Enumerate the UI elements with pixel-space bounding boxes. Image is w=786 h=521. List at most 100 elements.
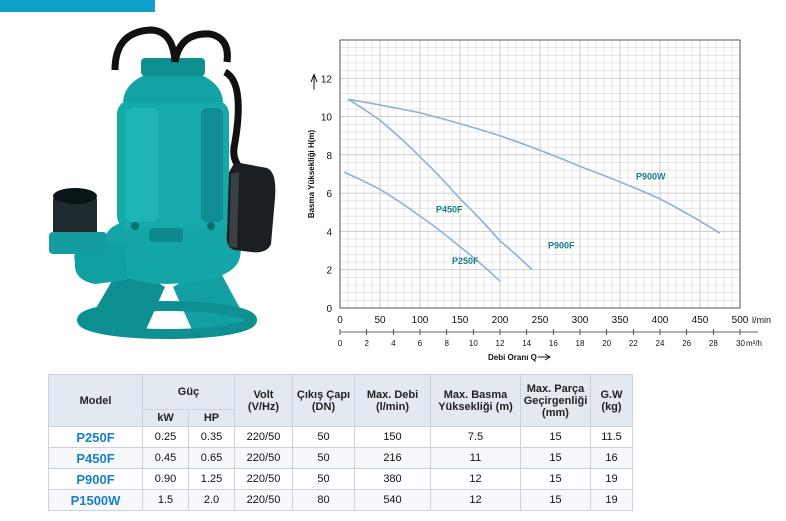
curve-label-p450f: P450F — [436, 204, 463, 214]
header-basma: Max. Basma Yüksekliği (m) — [430, 374, 521, 427]
x2-tick-label: 24 — [656, 339, 665, 348]
x2-tick-label: 0 — [338, 339, 343, 348]
x2-tick-label: 20 — [602, 339, 611, 348]
cell-dn: 80 — [292, 489, 355, 511]
header-hp: HP — [188, 409, 235, 427]
x-tick-label: 350 — [612, 315, 629, 326]
x2-tick-label: 4 — [391, 339, 396, 348]
pump-image — [49, 26, 276, 339]
header-guc: Güç — [142, 374, 235, 410]
cell-model: P900F — [48, 468, 143, 490]
header-cikis-line2: (DN) — [311, 400, 336, 413]
x-tick-label: 450 — [692, 315, 709, 326]
curve-label-p900f: P900F — [548, 241, 575, 251]
x2-tick-label: 14 — [522, 339, 531, 348]
cell-gw: 19 — [590, 489, 633, 511]
cell-model: P250F — [48, 426, 143, 448]
cell-debi: 380 — [354, 468, 431, 490]
header-parca-line2: Geçirgenliği — [523, 394, 588, 407]
cell-debi: 216 — [354, 447, 431, 469]
cell-volt: 220/50 — [234, 468, 293, 490]
y-tick-label: 10 — [321, 113, 333, 124]
x-tick-label: 100 — [412, 315, 429, 326]
cell-hp: 1.25 — [188, 468, 235, 490]
cell-volt: 220/50 — [234, 426, 293, 448]
cell-gw: 16 — [590, 447, 633, 469]
cell-model: P450F — [48, 447, 143, 469]
y-tick-label: 6 — [326, 189, 332, 200]
cell-kw: 0.90 — [142, 468, 189, 490]
header-volt: Volt (V/Hz) — [234, 374, 293, 427]
brand-bar — [0, 0, 155, 12]
x-axis-title: Debi Oranı Q — [488, 353, 537, 362]
header-parca-line3: (mm) — [542, 406, 569, 419]
header-basma-line2: Yüksekliği (m) — [438, 400, 513, 413]
cell-dn: 50 — [292, 426, 355, 448]
y-tick-label: 0 — [326, 304, 332, 315]
x-tick-label: 50 — [374, 315, 386, 326]
header-volt-line1: Volt — [253, 388, 274, 401]
header-kw: kW — [142, 409, 189, 427]
cell-gw: 19 — [590, 468, 633, 490]
cell-hp: 2.0 — [188, 489, 235, 511]
cell-parca: 15 — [520, 447, 591, 469]
x2-tick-label: 18 — [576, 339, 585, 348]
table-row: P900F 0.90 1.25 220/50 50 380 12 15 19 — [48, 468, 633, 490]
y-tick-label: 8 — [326, 151, 332, 162]
x-tick-label: 300 — [572, 315, 589, 326]
y-tick-label: 2 — [326, 266, 332, 277]
performance-chart: 0 2 4 6 8 10 12 0 50 100 150 200 250 300 350 400 450 500 l… — [300, 28, 780, 368]
cell-hp: 0.35 — [188, 426, 235, 448]
cell-volt: 220/50 — [234, 447, 293, 469]
chart-axes — [310, 39, 758, 361]
x2-tick-label: 6 — [418, 339, 423, 348]
cell-dn: 50 — [292, 447, 355, 469]
header-gw-line2: (kg) — [601, 400, 622, 413]
table-row: P250F 0.25 0.35 220/50 50 150 7.5 15 11.… — [48, 426, 633, 448]
chart-grid — [339, 39, 741, 309]
cell-dn: 50 — [292, 468, 355, 490]
x-tick-label: 0 — [337, 315, 343, 326]
cell-gw: 11.5 — [590, 426, 633, 448]
header-volt-line2: (V/Hz) — [247, 400, 280, 413]
x2-tick-label: 28 — [709, 339, 718, 348]
curve-p450f — [347, 98, 533, 271]
curve-label-p250f: P250F — [452, 256, 479, 266]
cell-parca: 15 — [520, 468, 591, 490]
cell-parca: 15 — [520, 489, 591, 511]
header-cikis: Çıkış Çapı (DN) — [292, 374, 355, 427]
y-tick-label: 4 — [326, 227, 332, 238]
header-cikis-line1: Çıkış Çapı — [296, 388, 351, 401]
x2-unit-label: m³/h — [746, 339, 762, 348]
header-basma-line1: Max. Basma — [443, 388, 508, 401]
cell-model: P1500W — [48, 489, 143, 511]
curve-label-p900w: P900W — [636, 172, 666, 182]
header-debi: Max. Debi (l/min) — [354, 374, 431, 427]
y-axis-arrow — [310, 73, 318, 90]
y-tick-label: 12 — [321, 74, 333, 85]
x2-tick-label: 2 — [364, 339, 369, 348]
x-tick-label: 250 — [532, 315, 549, 326]
x2-tick-label: 12 — [496, 339, 505, 348]
header-gw-line1: G.W — [600, 388, 623, 401]
cell-debi: 540 — [354, 489, 431, 511]
cell-volt: 220/50 — [234, 489, 293, 511]
cell-basma: 11 — [430, 447, 521, 469]
cell-kw: 1.5 — [142, 489, 189, 511]
x-tick-label: 200 — [492, 315, 509, 326]
curve-p900w — [347, 98, 721, 235]
table-row: P1500W 1.5 2.0 220/50 80 540 12 15 19 — [48, 489, 633, 511]
x2-tick-label: 8 — [444, 339, 449, 348]
header-model: Model — [48, 374, 143, 427]
table-row: P450F 0.45 0.65 220/50 50 216 11 15 16 — [48, 447, 633, 469]
x-tick-label: 150 — [452, 315, 469, 326]
x-unit-label: l/min — [752, 315, 771, 325]
header-parca: Max. Parça Geçirgenliği (mm) — [520, 374, 591, 427]
cell-basma: 7.5 — [430, 426, 521, 448]
cell-debi: 150 — [354, 426, 431, 448]
x2-tick-label: 22 — [629, 339, 638, 348]
cell-hp: 0.65 — [188, 447, 235, 469]
header-gw: G.W (kg) — [590, 374, 633, 427]
x2-tick-label: 26 — [682, 339, 691, 348]
